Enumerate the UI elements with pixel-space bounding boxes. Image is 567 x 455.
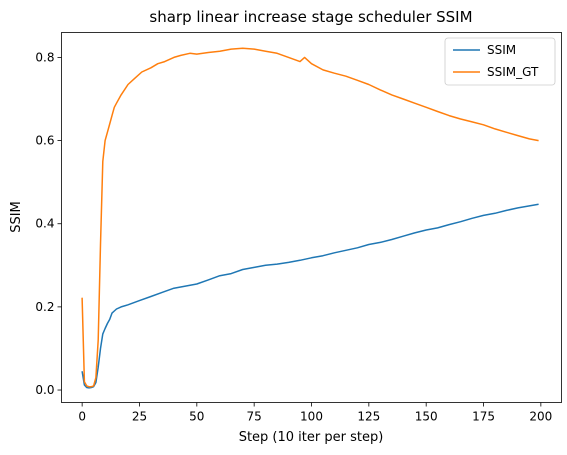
y-axis-label: SSIM [9, 201, 24, 233]
y-tick-label: 0.4 [35, 217, 54, 231]
y-tick-label: 0.2 [35, 300, 54, 314]
y-tick-label: 0.6 [35, 134, 54, 148]
y-tick-label: 0.0 [35, 383, 54, 397]
chart-title: sharp linear increase stage scheduler SS… [149, 8, 472, 26]
legend-label-ssim-gt: SSIM_GT [487, 65, 539, 79]
x-tick-label: 200 [529, 410, 552, 424]
legend: SSIM SSIM_GT [444, 37, 556, 86]
series-line-ssim [81, 203, 539, 389]
x-tick-label: 75 [247, 410, 262, 424]
x-tick-label: 175 [472, 410, 495, 424]
x-tick-label: 150 [415, 410, 438, 424]
y-tick-label: 0.8 [35, 50, 54, 64]
x-tick-label: 125 [357, 410, 380, 424]
series-lines [81, 47, 539, 389]
x-tick-label: 50 [189, 410, 204, 424]
x-tick-label: 0 [78, 410, 86, 424]
y-axis: 0.0 0.2 0.4 0.6 0.8 [35, 50, 62, 397]
x-axis: 0 25 50 75 100 125 150 175 200 [78, 402, 552, 424]
series-line-ssim-gt [81, 47, 539, 388]
legend-label-ssim: SSIM [487, 43, 516, 57]
x-tick-label: 100 [300, 410, 323, 424]
x-tick-label: 25 [132, 410, 147, 424]
plot-area [61, 32, 562, 403]
x-axis-label: Step (10 iter per step) [239, 430, 384, 445]
